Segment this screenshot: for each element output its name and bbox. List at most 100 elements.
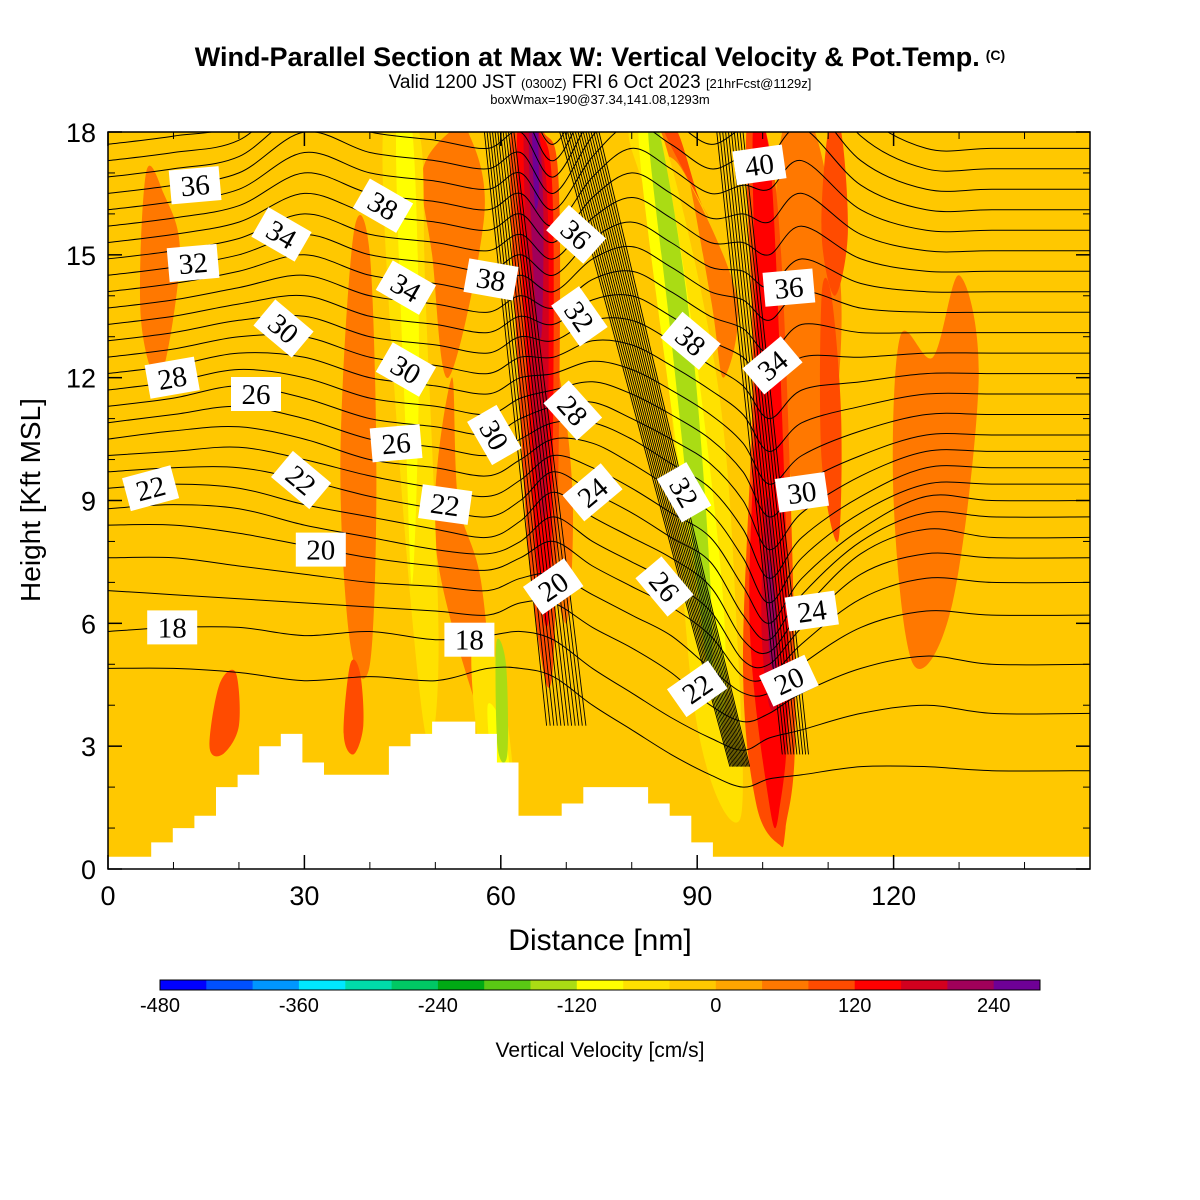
isentrope-line — [508, 132, 580, 726]
isentrope-label: 20 — [759, 654, 819, 707]
isentrope-label-box — [253, 299, 314, 358]
isentrope-line — [108, 368, 1090, 518]
isentrope-label-text: 28 — [155, 360, 189, 397]
isentrope-line — [593, 132, 748, 767]
isentrope-label-box — [418, 484, 473, 525]
isentrope-label-box — [759, 654, 819, 707]
shading-region — [650, 132, 739, 378]
valid-utc: (0300Z) — [521, 76, 567, 91]
isentrope-label-box — [732, 144, 787, 186]
isentrope-line — [494, 132, 562, 726]
valid-time-line: Valid 1200 JST (0300Z) FRI 6 Oct 2023 [2… — [0, 72, 1200, 94]
colorbar-swatch — [993, 980, 1041, 990]
isentrope-label-box — [144, 356, 200, 399]
colorbar-swatch — [530, 980, 578, 990]
x-tick-label: 30 — [289, 881, 319, 911]
isentrope-label-box — [562, 463, 623, 522]
isentrope-lines — [108, 132, 1090, 788]
isentrope-line — [108, 172, 1090, 253]
shading-region — [749, 132, 789, 829]
isentrope-label: 26 — [369, 424, 423, 463]
isentrope-line — [108, 666, 1090, 788]
colorbar-swatch — [715, 980, 763, 990]
isentrope-label-box — [463, 258, 519, 301]
isentrope-line — [108, 556, 1090, 697]
colorbar-tick-label: 120 — [838, 995, 871, 1017]
isentrope-label-box — [147, 610, 198, 645]
shading-region — [664, 132, 709, 217]
isentrope-line — [108, 196, 1090, 273]
y-tick-label: 9 — [81, 487, 96, 517]
colorbar-swatch — [669, 980, 717, 990]
plot-area — [108, 132, 1090, 869]
valid-main: Valid 1200 JST — [388, 72, 516, 93]
colorbar-swatch — [298, 980, 346, 990]
isentrope-label-text: 26 — [242, 379, 271, 411]
isentrope-line — [108, 504, 1090, 669]
valid-date: FRI 6 Oct 2023 — [571, 72, 701, 93]
isentrope-line — [580, 132, 741, 767]
isentrope-line — [492, 132, 558, 726]
isentrope-label-box — [742, 336, 803, 395]
colorbar-swatch — [576, 980, 624, 990]
isentrope-label-box — [444, 622, 495, 657]
terrain — [108, 721, 1090, 869]
shading-region — [343, 659, 364, 755]
isentrope-label-box — [271, 450, 332, 510]
isentrope-label-text: 24 — [795, 594, 829, 630]
colorbar-swatch — [391, 980, 439, 990]
y-tick-label: 6 — [81, 609, 96, 639]
isentrope-line — [489, 132, 555, 726]
isentrope-line — [728, 132, 795, 755]
isentrope-line — [742, 132, 809, 755]
copyright-mark: (C) — [985, 47, 1006, 63]
isentrope-label-box — [166, 243, 220, 283]
isentrope-label-text: 36 — [179, 169, 211, 203]
isentrope-line — [486, 132, 551, 726]
colorbar-swatch — [854, 980, 902, 990]
colorbar-swatch — [345, 980, 393, 990]
isentrope-label-box — [375, 342, 437, 397]
isentrope-label: 36 — [762, 268, 816, 307]
x-tick-label: 120 — [871, 881, 916, 911]
isentrope-label-box — [543, 380, 603, 441]
isentrope-label: 22 — [418, 484, 473, 525]
isentrope-label-box — [375, 260, 437, 315]
isentrope-label-box — [522, 558, 584, 615]
y-tick-label: 3 — [81, 732, 96, 762]
isentrope-line — [595, 132, 749, 767]
isentrope-line — [598, 132, 751, 767]
y-tick-label: 12 — [66, 364, 96, 394]
colorbar-swatch — [623, 980, 670, 990]
y-tick-label: 15 — [66, 241, 96, 271]
colorbar-tick-label: -360 — [279, 995, 319, 1017]
isentrope-label-text: 38 — [474, 262, 508, 299]
isentrope-label-box — [352, 178, 414, 233]
isentrope-line — [736, 132, 804, 755]
isentrope-label: 30 — [774, 471, 830, 513]
isentrope-label-text: 32 — [177, 247, 209, 281]
isentrope-label: 18 — [147, 610, 198, 645]
colorbar-tick-label: 240 — [977, 995, 1010, 1017]
isentrope-label-box — [251, 207, 312, 262]
isentrope-line — [108, 147, 1090, 233]
isentrope-line — [582, 132, 743, 767]
shading-region — [767, 559, 777, 670]
isentrope-label-text: 18 — [158, 612, 187, 644]
isentrope-line — [108, 385, 1090, 551]
isentrope-line — [108, 245, 1090, 321]
isentrope-label-text: 20 — [306, 535, 335, 567]
isentrope-line — [108, 426, 1090, 604]
isentrope-line — [108, 132, 1090, 194]
isentrope-label-text: 26 — [380, 427, 412, 461]
isentrope-line — [590, 132, 747, 767]
colorbar-label: Vertical Velocity [cm/s] — [496, 1039, 705, 1062]
terrain-mask — [108, 721, 1090, 869]
colorbar-swatch — [901, 980, 948, 990]
isentrope-line — [500, 132, 569, 726]
colorbar-swatch — [437, 980, 485, 990]
isentrope-label-text: 22 — [428, 488, 461, 524]
isentrope-label-box — [168, 166, 222, 205]
isentrope-label-box — [660, 311, 721, 370]
isentrope-line — [502, 132, 573, 726]
